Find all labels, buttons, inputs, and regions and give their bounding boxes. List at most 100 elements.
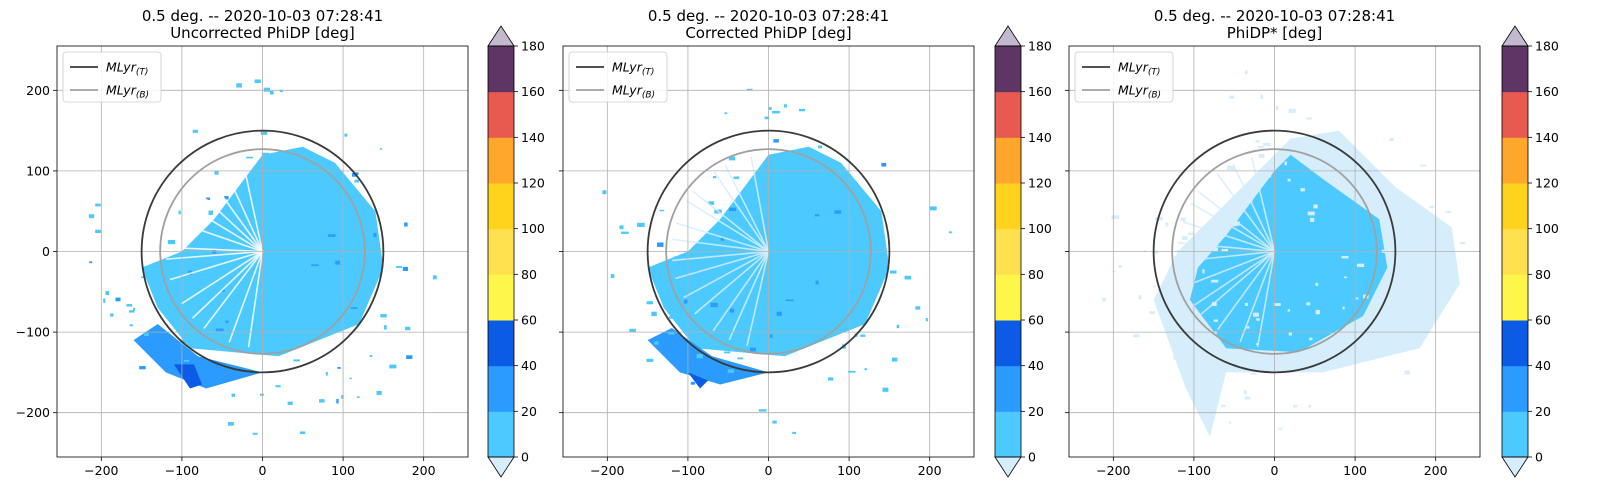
legend-label: MLyr(B) [1118, 83, 1161, 101]
colorbar-tick-label: 40 [1535, 358, 1551, 373]
colorbar-frame [487, 45, 515, 458]
colorbar-segment [488, 183, 514, 230]
colorbar-tick-label: 160 [521, 84, 545, 99]
gridlines [1069, 46, 1480, 457]
x-tick-label: 0 [259, 463, 267, 478]
colorbar-frame [1501, 45, 1529, 458]
x-tick-label: −200 [590, 463, 624, 478]
colorbar-tick-label: 0 [1028, 450, 1036, 465]
colorbar-over-extension [1501, 25, 1529, 47]
x-tick-label: 200 [1424, 463, 1448, 478]
colorbar-tick-label: 160 [1028, 84, 1052, 99]
mlyr-top-circle [140, 129, 385, 374]
colorbar: 0 20 40 60 80 100 120 140 160 180 [487, 25, 545, 478]
colorbar-segment [995, 365, 1021, 412]
chart-subtitle: Uncorrected PhiDP [deg] [170, 24, 355, 42]
colorbar-segment [995, 183, 1021, 230]
colorbar-tick-label: 140 [521, 130, 545, 145]
colorbar-segment [995, 274, 1021, 321]
colorbar-tick-label: 120 [521, 176, 545, 191]
colorbar-under-extension [1501, 456, 1529, 478]
colorbar-segment [488, 137, 514, 184]
colorbar-segment [488, 46, 514, 93]
echo-specks [602, 88, 952, 435]
x-tick-label: −100 [165, 463, 199, 478]
colorbar-segment [1502, 46, 1528, 93]
y-tick-label: 100 [26, 163, 50, 178]
colorbar-tick-label: 80 [521, 267, 537, 282]
colorbar-segment [1502, 183, 1528, 230]
chart-title: 0.5 deg. -- 2020-10-03 07:28:41 [1154, 7, 1395, 25]
legend-label: MLyr(T) [106, 60, 148, 78]
chart-title: 0.5 deg. -- 2020-10-03 07:28:41 [142, 7, 383, 25]
mlyr-bottom-circle [159, 148, 366, 355]
colorbar-segment [1502, 320, 1528, 367]
colorbar-under-extension [994, 456, 1022, 478]
colorbar-segment [488, 365, 514, 412]
x-tick-label: 200 [918, 463, 942, 478]
colorbar-segment [995, 228, 1021, 275]
colorbar-tick-label: 0 [521, 450, 529, 465]
colorbar-segment [1502, 228, 1528, 275]
colorbar-tick-label: 100 [1535, 221, 1559, 236]
y-tick-label: 200 [26, 83, 50, 98]
colorbar-segment [995, 320, 1021, 367]
x-tick-label: −200 [84, 463, 118, 478]
legend-label: MLyr(T) [1118, 60, 1160, 78]
legend-label: MLyr(T) [612, 60, 654, 78]
colorbar-tick-label: 60 [1028, 313, 1044, 328]
colorbar-segment [1502, 274, 1528, 321]
echo-band-40 [687, 372, 709, 389]
colorbar-segment [1502, 365, 1528, 412]
legend: MLyr(T) MLyr(B) [568, 51, 668, 103]
panel-1: 0.5 deg. -- 2020-10-03 07:28:41Uncorrect… [16, 7, 545, 478]
echo-band-40 [173, 364, 203, 389]
x-tick-label: 200 [412, 463, 436, 478]
mlyr-bottom-circle [1171, 148, 1378, 355]
colorbar-tick-label: 100 [521, 221, 545, 236]
echo-spokes [672, 156, 770, 346]
x-tick-label: −100 [1177, 463, 1211, 478]
colorbar-tick-label: 0 [1535, 450, 1543, 465]
colorbar-tick-label: 20 [1028, 404, 1044, 419]
colorbar-tick-label: 140 [1535, 130, 1559, 145]
legend: MLyr(T) MLyr(B) [1074, 51, 1174, 103]
colorbar-tick-label: 120 [1028, 176, 1052, 191]
colorbar-tick-label: 80 [1535, 267, 1551, 282]
colorbar-tick-label: 40 [521, 358, 537, 373]
colorbar: 0 20 40 60 80 100 120 140 160 180 [1501, 25, 1559, 478]
colorbar-tick-label: 100 [1028, 221, 1052, 236]
legend: MLyr(T) MLyr(B) [62, 51, 162, 103]
colorbar-tick-label: 160 [1535, 84, 1559, 99]
echo-band-20 [133, 324, 263, 389]
mlyr-top-circle [1152, 129, 1397, 374]
x-tick-label: 100 [1343, 463, 1367, 478]
y-tick-label: −100 [16, 325, 50, 340]
chart-subtitle: Corrected PhiDP [deg] [685, 24, 851, 42]
echo-main [1189, 154, 1388, 353]
x-tick-label: −200 [1096, 463, 1130, 478]
colorbar-under-extension [487, 456, 515, 478]
colorbar-segment [995, 46, 1021, 93]
colorbar-segment [488, 320, 514, 367]
colorbar-tick-label: 140 [1028, 130, 1052, 145]
y-tick-label: −200 [16, 405, 50, 420]
colorbar-segment [1502, 91, 1528, 138]
mlyr-top-circle [646, 129, 891, 374]
chart-subtitle: PhiDP* [deg] [1227, 24, 1323, 42]
colorbar-tick-label: 20 [521, 404, 537, 419]
chart-title: 0.5 deg. -- 2020-10-03 07:28:41 [648, 7, 889, 25]
colorbar-segment [995, 411, 1021, 458]
colorbar: 0 20 40 60 80 100 120 140 160 180 [994, 25, 1052, 478]
colorbar-over-extension [994, 25, 1022, 47]
colorbar-frame [994, 45, 1022, 458]
mlyr-bottom-circle [665, 148, 872, 355]
gridlines [563, 46, 974, 457]
colorbar-segment [1502, 411, 1528, 458]
colorbar-segment [488, 274, 514, 321]
legend-label: MLyr(B) [106, 83, 149, 101]
panel-2: 0.5 deg. -- 2020-10-03 07:28:41Corrected… [559, 7, 1052, 478]
x-tick-label: 100 [331, 463, 355, 478]
x-tick-label: 100 [837, 463, 861, 478]
